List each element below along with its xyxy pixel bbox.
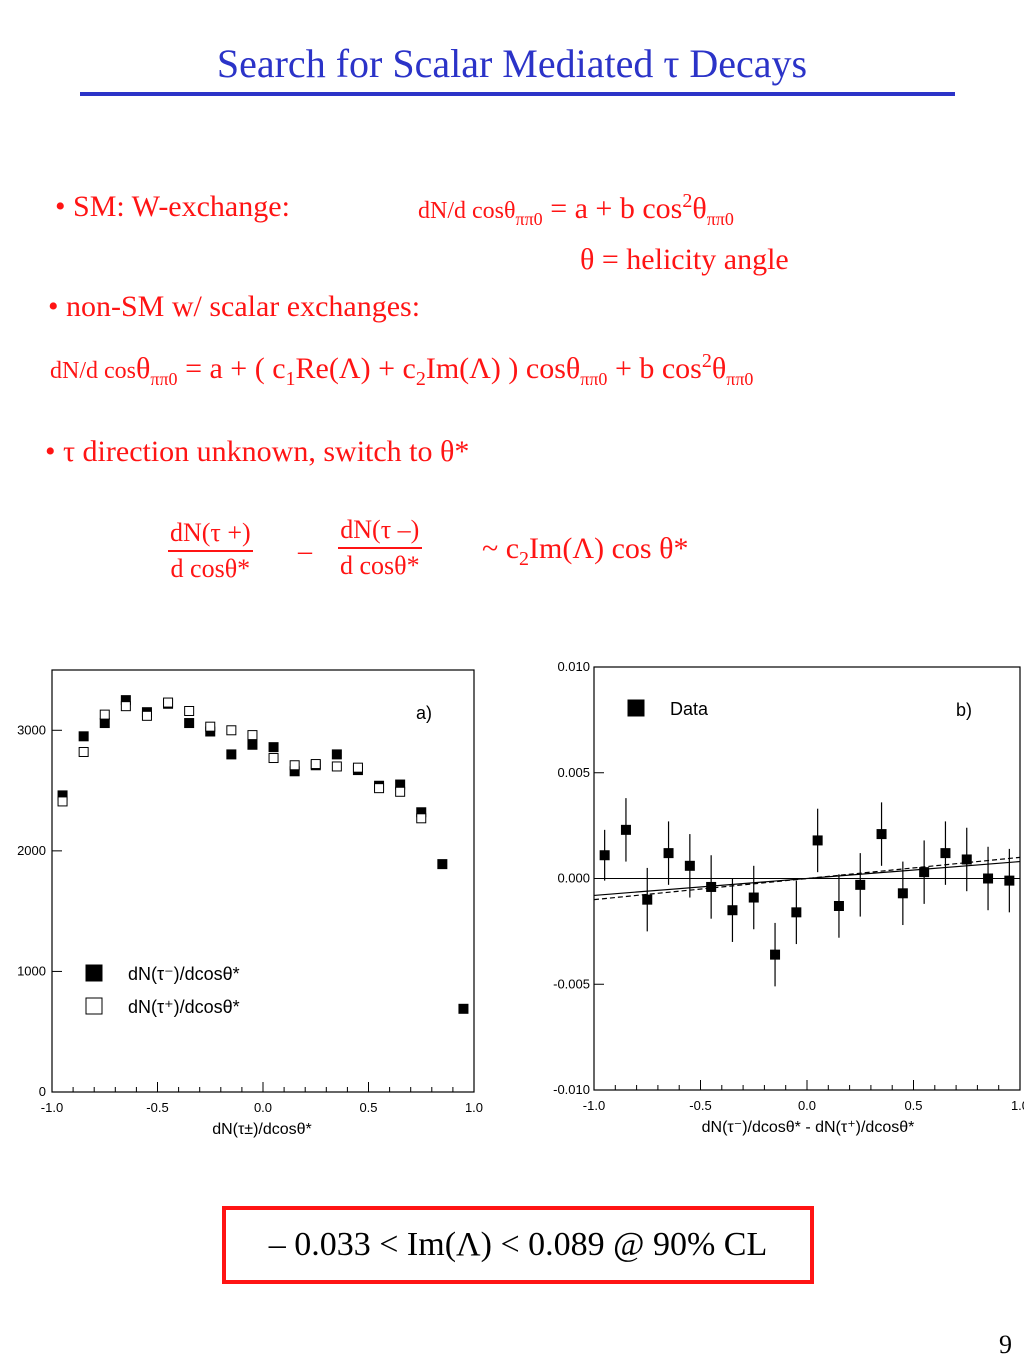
data-point-open	[331, 761, 342, 772]
data-point-filled	[770, 949, 781, 960]
fit-line-dashed	[593, 856, 1021, 901]
data-point-filled	[642, 894, 653, 905]
data-point-open	[416, 813, 427, 824]
data-point-filled	[331, 749, 342, 760]
chart-a: -1.0 -0.5 0.0 0.5 1.0 0 1000 2000 3000 dN(τ⁻)/dco…	[17, 669, 483, 1138]
data-point-filled	[812, 835, 823, 846]
y-tick-label: 2000	[17, 843, 46, 858]
sm-formula: dN/d cosθππ0 = a + b cos2θππ0	[418, 190, 734, 229]
x-tick-label: 0.5	[904, 1098, 922, 1113]
y-tick-label: 3000	[17, 722, 46, 737]
data-point-open	[226, 725, 237, 736]
fraction-tau-plus: dN(τ +) d cosθ*	[168, 518, 253, 583]
data-point-filled	[184, 718, 195, 729]
y-tick-label: 1000	[17, 963, 46, 978]
panel-label: a)	[416, 703, 432, 723]
panel-label: b)	[956, 700, 972, 720]
legend-label: Data	[670, 699, 709, 719]
data-point-filled	[961, 854, 972, 865]
data-point-open	[310, 759, 321, 770]
x-axis-label: dN(τ±)/dcosθ*	[212, 1121, 312, 1138]
x-tick-label: -0.5	[146, 1100, 168, 1115]
data-point-filled	[458, 1003, 469, 1014]
nonsm-formula: dN/d cosθππ0 = a + ( c1Re(Λ) + c2Im(Λ) )…	[50, 350, 754, 390]
y-tick-label: 0	[39, 1084, 46, 1099]
data-point-open	[247, 730, 258, 741]
data-point-filled	[940, 848, 951, 859]
data-point-open	[352, 762, 363, 773]
y-tick-label: 0.000	[557, 871, 590, 886]
data-point-open	[57, 796, 68, 807]
chart-b: -1.0 -0.5 0.0 0.5 1.0 -0.010 -0.005 0.000 0.005 0…	[553, 659, 1024, 1136]
data-point-filled	[706, 881, 717, 892]
data-point-open	[120, 701, 131, 712]
page-number: 9	[999, 1330, 1012, 1359]
data-point-filled	[833, 900, 844, 911]
legend-label: dN(τ⁻)/dcosθ*	[128, 964, 240, 984]
result-box: – 0.033 < Im(Λ) < 0.089 @ 90% CL	[222, 1206, 814, 1284]
charts-svg: -1.0 -0.5 0.0 0.5 1.0 0 1000 2000 3000 dN(τ⁻)/dco…	[17, 659, 1024, 1138]
asymmetry-rhs: ~ c2Im(Λ) cos θ*	[482, 532, 689, 570]
data-point-open	[141, 710, 152, 721]
x-tick-label: -1.0	[41, 1100, 63, 1115]
data-point-open	[268, 753, 279, 764]
data-point-filled	[855, 879, 866, 890]
data-point-filled	[78, 731, 89, 742]
data-point-filled	[1004, 875, 1015, 886]
data-point-open	[205, 721, 216, 732]
data-point-filled	[620, 824, 631, 835]
x-axis-label: dN(τ⁻)/dcosθ* - dN(τ⁺)/dcosθ*	[702, 1119, 915, 1136]
y-tick-label: -0.010	[553, 1082, 590, 1097]
data-point-filled	[876, 829, 887, 840]
data-point-filled	[983, 873, 994, 884]
legend-marker	[85, 964, 103, 982]
data-point-filled	[727, 905, 738, 916]
data-point-filled	[684, 860, 695, 871]
tau-label: • τ direction unknown, switch to θ*	[45, 435, 470, 468]
fraction-tau-minus: dN(τ –) d cosθ*	[338, 515, 422, 580]
data-point-open	[289, 760, 300, 771]
data-point-filled	[897, 888, 908, 899]
data-point-open	[163, 697, 174, 708]
x-tick-label: 0.0	[254, 1100, 272, 1115]
legend-marker	[85, 997, 103, 1015]
x-tick-label: 1.0	[1011, 1098, 1024, 1113]
theta-definition: θ = helicity angle	[580, 243, 789, 276]
sm-label: • SM: W-exchange:	[55, 190, 290, 223]
slide-title: Search for Scalar Mediated τ Decays	[216, 41, 808, 86]
x-tick-label: -0.5	[689, 1098, 711, 1113]
minus-sign: –	[298, 536, 312, 567]
nonsm-label: • non-SM w/ scalar exchanges:	[48, 290, 421, 323]
y-tick-label: -0.005	[553, 976, 590, 991]
y-tick-label: 0.010	[557, 659, 590, 674]
data-point-filled	[663, 848, 674, 859]
data-point-open	[78, 746, 89, 757]
data-point-filled	[748, 892, 759, 903]
y-tick-label: 0.005	[557, 765, 590, 780]
data-point-open	[374, 783, 385, 794]
legend-label: dN(τ⁺)/dcosθ*	[128, 997, 240, 1017]
data-point-open	[184, 705, 195, 716]
x-tick-label: 0.5	[359, 1100, 377, 1115]
data-point-filled	[226, 749, 237, 760]
x-tick-label: 0.0	[798, 1098, 816, 1113]
data-point-filled	[791, 907, 802, 918]
data-point-open	[395, 786, 406, 797]
data-point-filled	[599, 850, 610, 861]
legend-marker	[627, 699, 645, 717]
data-point-filled	[99, 718, 110, 729]
data-point-filled	[919, 867, 930, 878]
x-tick-label: -1.0	[583, 1098, 605, 1113]
title-rule	[80, 92, 955, 96]
data-point-filled	[268, 742, 279, 753]
plot-frame	[51, 669, 475, 1093]
data-point-filled	[247, 739, 258, 750]
data-point-open	[99, 709, 110, 720]
x-tick-label: 1.0	[465, 1100, 483, 1115]
data-point-filled	[437, 859, 448, 870]
